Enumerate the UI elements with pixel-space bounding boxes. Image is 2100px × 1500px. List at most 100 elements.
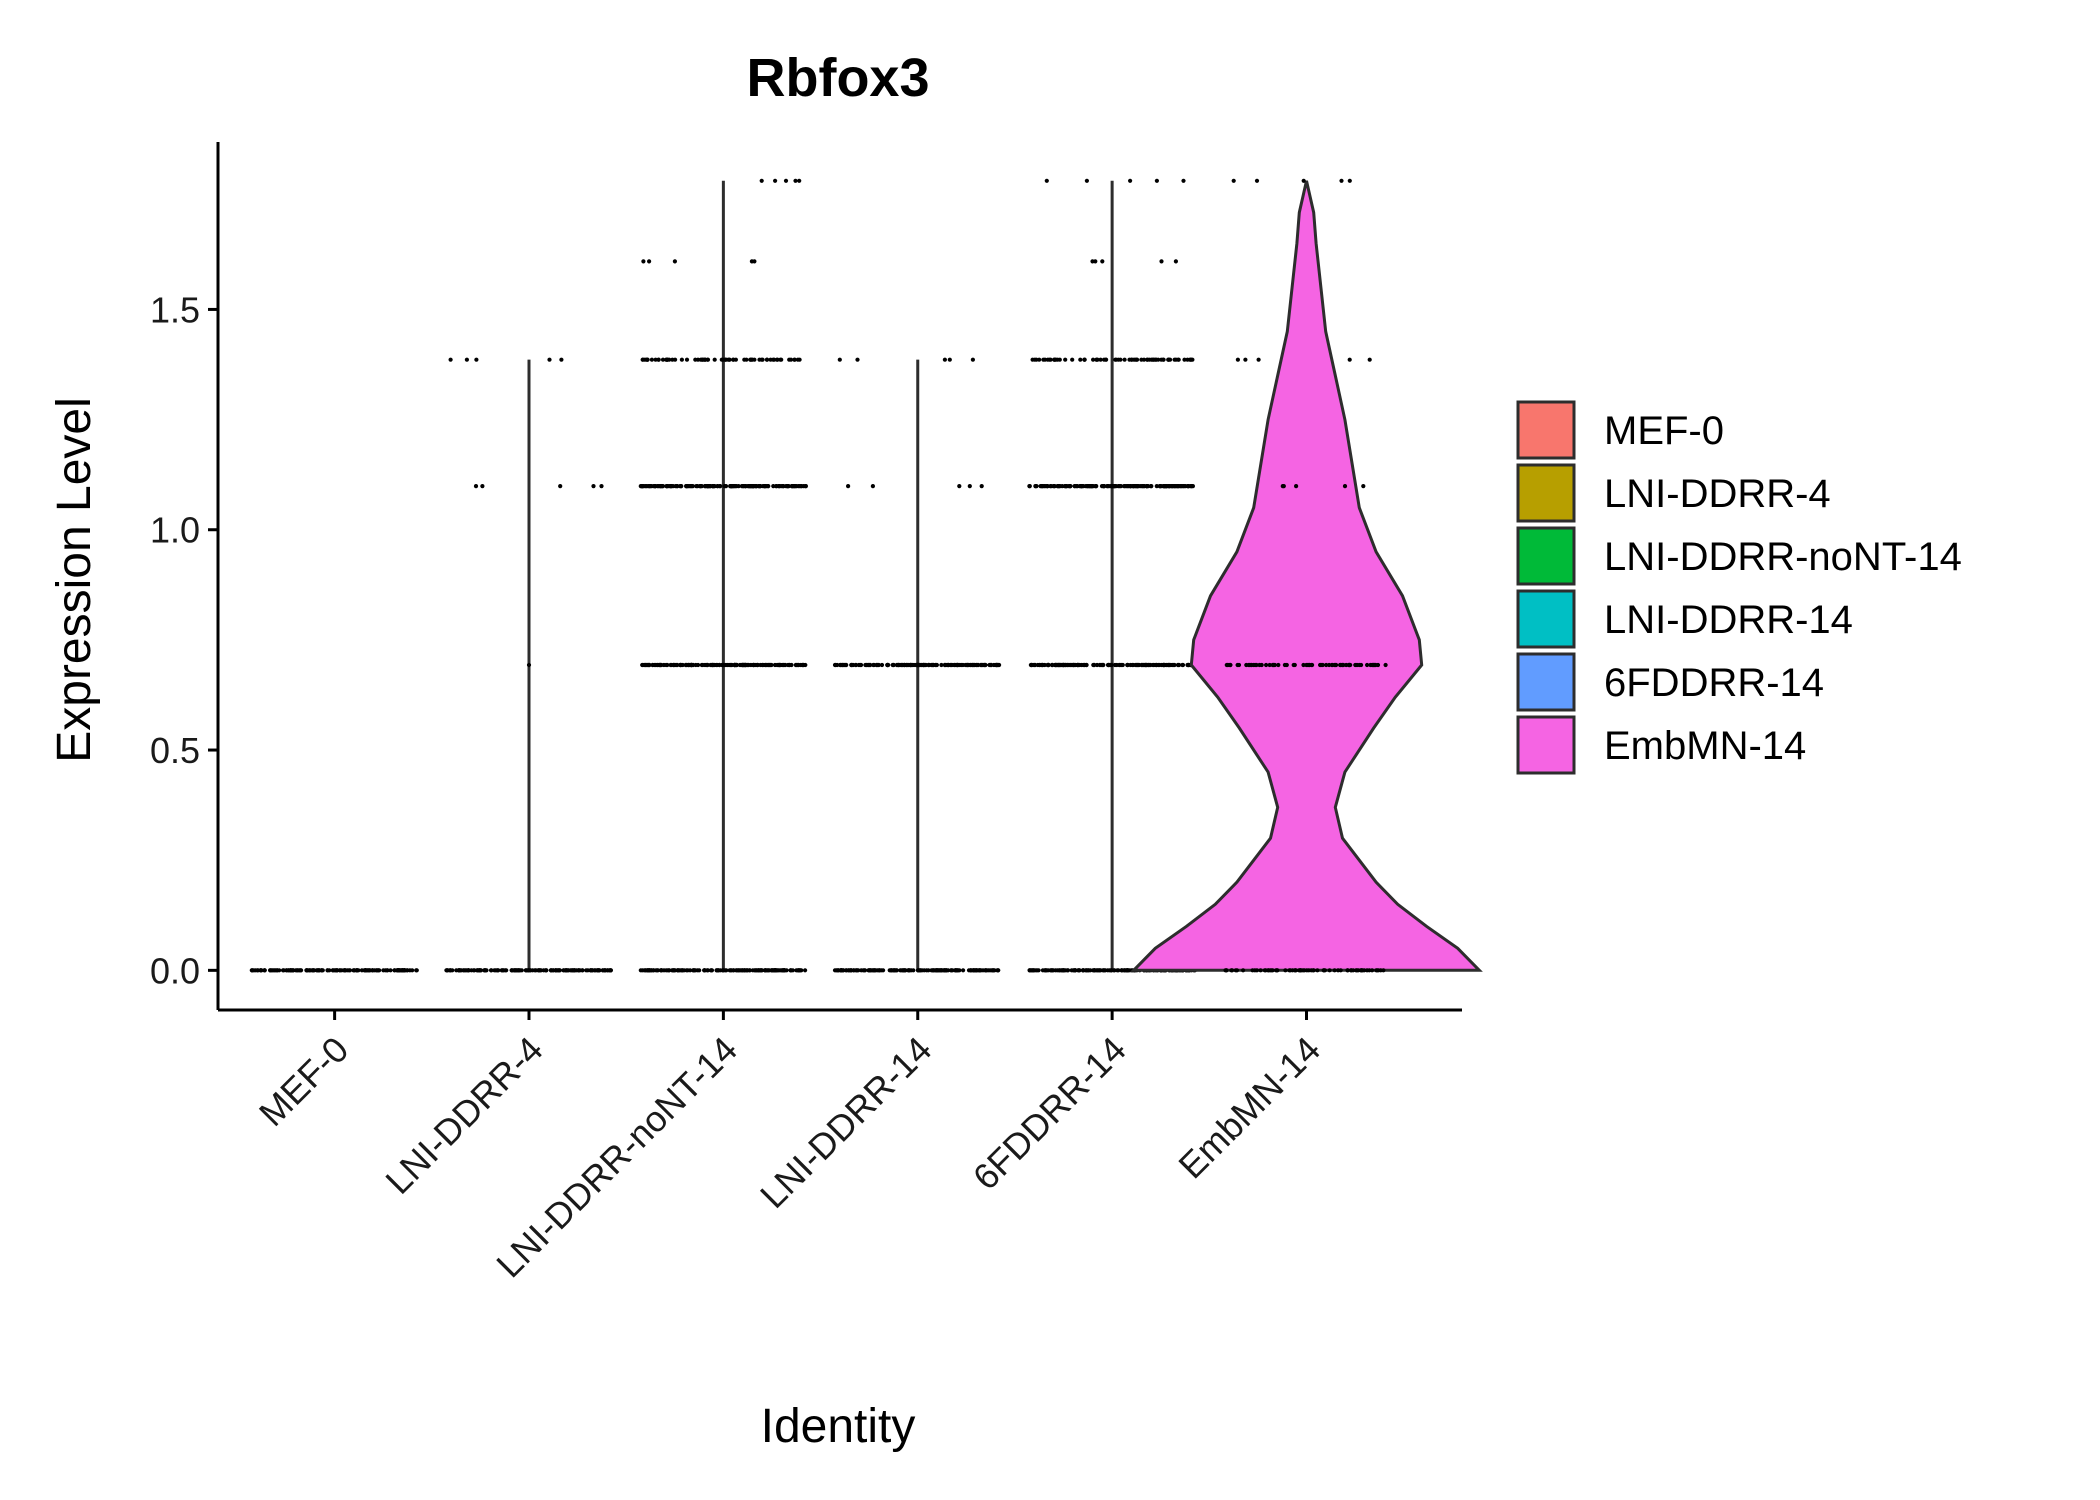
cell-point (870, 484, 876, 489)
cell-point (1119, 968, 1125, 973)
legend-label: LNI-DDRR-noNT-14 (1604, 535, 1962, 579)
cell-point (596, 968, 601, 973)
cell-point (751, 484, 756, 489)
cell-point (1112, 662, 1118, 668)
cell-point (1117, 662, 1122, 668)
cell-point (1128, 662, 1133, 668)
cell-point (1039, 484, 1044, 489)
cell-point (665, 357, 670, 362)
cell-point (863, 968, 868, 973)
cell-point (1098, 357, 1103, 362)
cell-point (1180, 662, 1186, 668)
cell-point (580, 968, 585, 973)
cell-point (758, 484, 763, 489)
cell-point (1067, 484, 1072, 489)
cell-point (1045, 662, 1050, 668)
cell-point (748, 662, 754, 668)
cell-point (1315, 968, 1320, 973)
cell-point (1291, 662, 1296, 668)
cell-point (566, 968, 571, 973)
x-tick-label: LNI-DDRR-14 (752, 1029, 939, 1216)
cell-point (500, 968, 505, 973)
cell-point (414, 968, 419, 973)
cell-point (1234, 968, 1240, 973)
legend-item: LNI-DDRR-4 (1516, 463, 1831, 523)
cell-point (771, 484, 776, 489)
cell-point (1309, 662, 1314, 668)
cell-point (1269, 968, 1274, 973)
cell-point (1339, 178, 1344, 183)
cell-point (983, 968, 988, 973)
cell-point (347, 968, 353, 973)
cell-point (959, 662, 964, 668)
cell-point (702, 968, 707, 973)
cell-point (795, 357, 801, 362)
cell-point (541, 968, 546, 973)
cell-point (710, 662, 715, 668)
cell-point (1345, 968, 1350, 973)
cell-point (465, 968, 471, 973)
cell-point (859, 968, 864, 973)
cell-point (801, 662, 806, 668)
cell-point (1181, 178, 1186, 183)
cell-point (1149, 484, 1154, 489)
cell-point (927, 662, 932, 668)
cell-point (1161, 357, 1166, 362)
cell-point (488, 968, 494, 973)
cell-point (1037, 357, 1042, 362)
cell-point (797, 178, 802, 183)
cell-point (376, 968, 381, 973)
cell-point (524, 968, 530, 973)
cell-point (674, 484, 680, 489)
cell-point (1266, 968, 1271, 973)
cell-point (732, 662, 737, 668)
cell-point (1154, 484, 1159, 489)
cell-point (660, 484, 666, 489)
legend-item: MEF-0 (1516, 400, 1724, 460)
cell-point (1381, 968, 1386, 973)
cell-point (558, 484, 563, 489)
cell-point (537, 968, 542, 973)
cell-point (765, 357, 770, 362)
cell-point (1112, 968, 1117, 973)
cell-point (769, 662, 774, 668)
cell-point (640, 662, 645, 668)
cell-point (1075, 662, 1080, 668)
legend-item: LNI-DDRR-noNT-14 (1516, 526, 1962, 586)
cell-point (1344, 662, 1349, 668)
cell-point (699, 484, 704, 489)
cell-point (271, 968, 276, 973)
cell-point (957, 484, 962, 489)
cell-point (1375, 662, 1381, 668)
legend-key (1516, 400, 1576, 460)
cell-point (1084, 662, 1089, 668)
cell-point (1055, 484, 1060, 489)
cell-point (879, 662, 885, 668)
cell-point (532, 968, 538, 973)
cell-point (871, 968, 876, 973)
cell-point (1162, 662, 1167, 668)
cell-point (1231, 178, 1236, 183)
x-axis-title: Identity (761, 1400, 916, 1453)
cell-point (721, 662, 727, 668)
cell-point (832, 968, 838, 973)
cell-point (915, 662, 920, 668)
cell-point (696, 662, 701, 668)
violin-group-LNI-DDRR-4 (444, 357, 613, 973)
cell-point (752, 259, 757, 264)
cell-point (891, 662, 896, 668)
cell-point (645, 968, 650, 973)
legend-label: 6FDDRR-14 (1604, 661, 1824, 705)
cell-point (676, 968, 682, 973)
cell-point (1224, 662, 1229, 668)
cell-point (747, 968, 752, 973)
cell-point (874, 662, 880, 668)
cell-point (1254, 968, 1259, 973)
cell-point (1105, 484, 1110, 489)
cell-point (1322, 968, 1327, 973)
cell-point (910, 662, 915, 668)
cell-point (794, 484, 799, 489)
plot-area (249, 178, 1483, 973)
cell-point (796, 662, 801, 668)
cell-point (1271, 662, 1276, 668)
